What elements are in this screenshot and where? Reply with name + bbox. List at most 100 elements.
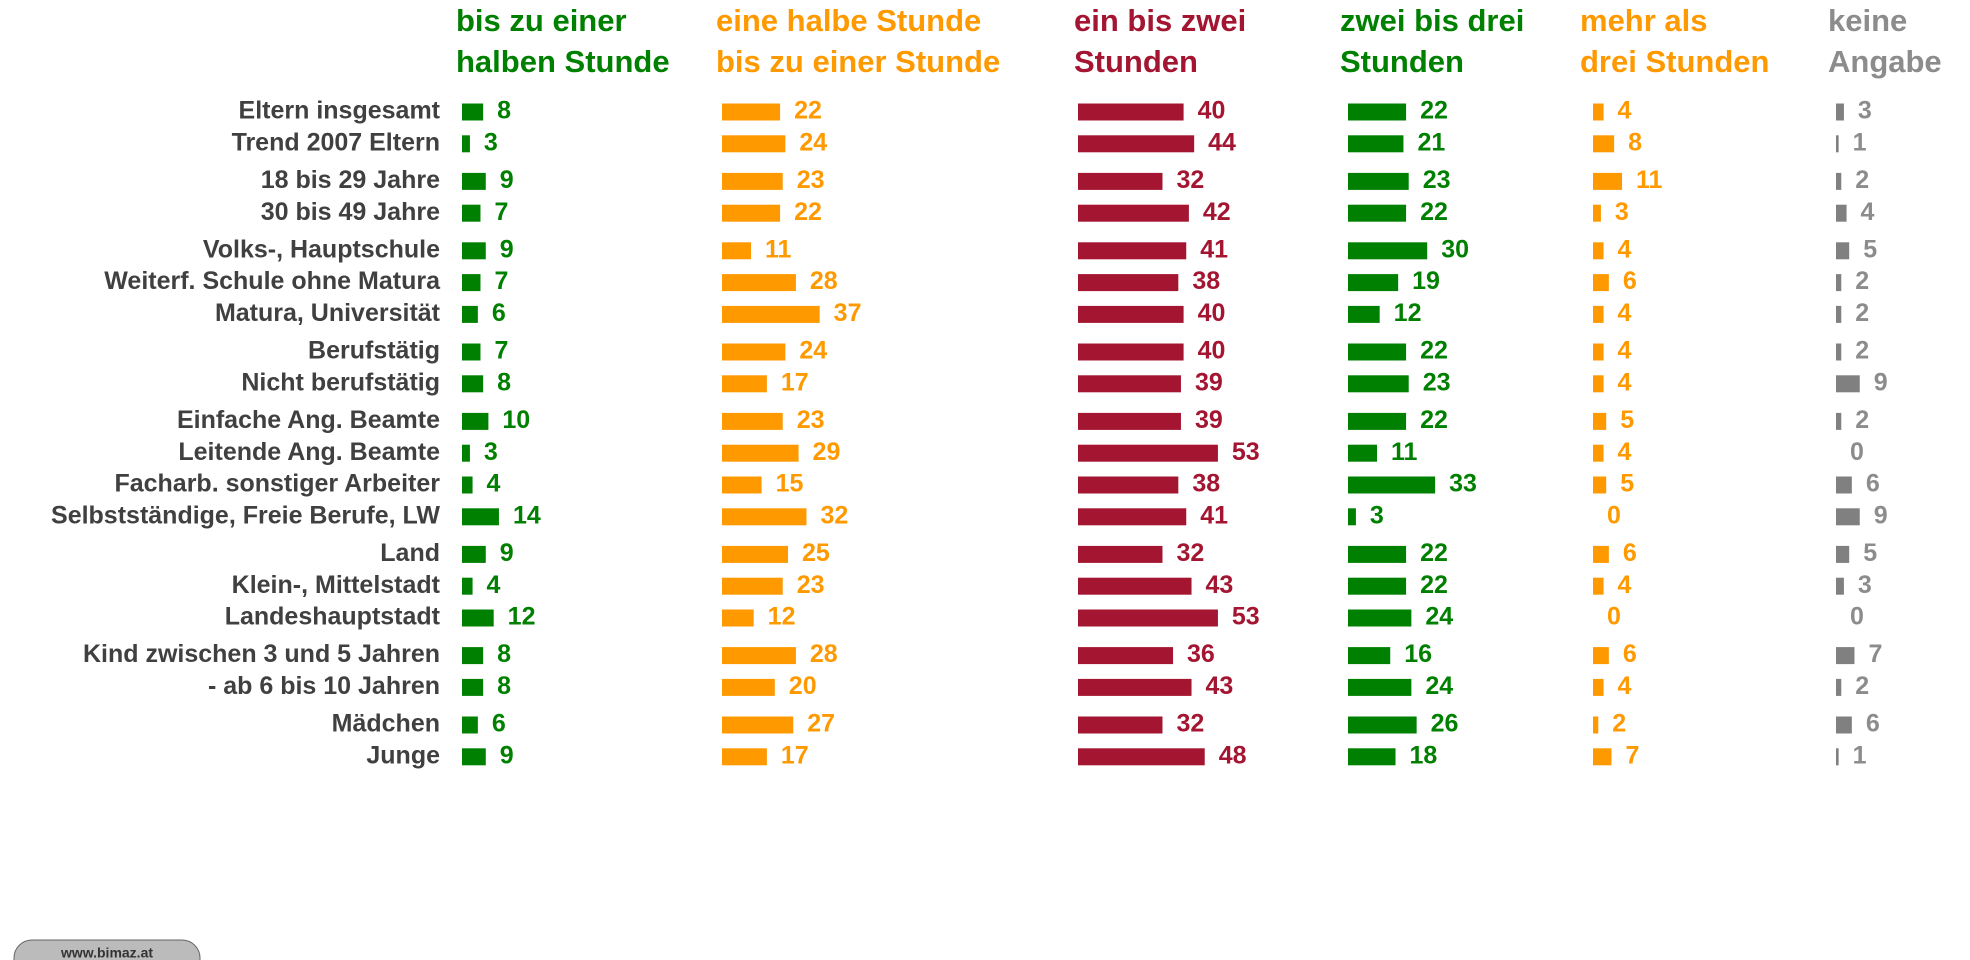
value-label: 28 (810, 267, 838, 295)
bar (1836, 476, 1852, 494)
bar (462, 444, 470, 462)
bar (1078, 305, 1184, 323)
bar (722, 135, 786, 153)
bar (462, 716, 478, 734)
bar (722, 508, 807, 526)
value-label: 32 (820, 501, 848, 529)
bar (1348, 444, 1378, 462)
value-label: 4 (1618, 438, 1632, 466)
bar (722, 172, 783, 190)
value-label: 16 (1404, 640, 1432, 668)
value-label: 6 (1623, 640, 1637, 668)
value-label: 12 (768, 603, 796, 631)
bar (722, 375, 767, 393)
bar (722, 716, 794, 734)
bar (1836, 748, 1839, 766)
value-label: 40 (1198, 337, 1226, 365)
value-label: 32 (1176, 710, 1204, 738)
value-label: 2 (1855, 672, 1869, 700)
value-label: 9 (500, 166, 514, 194)
value-label: 1 (1853, 741, 1867, 769)
value-label: 23 (797, 571, 825, 599)
bar (722, 678, 775, 696)
bar (1593, 103, 1604, 121)
bar (1078, 444, 1218, 462)
value-label: 39 (1195, 368, 1223, 396)
value-label: 0 (1850, 438, 1864, 466)
value-label: 29 (813, 438, 841, 466)
bar (1078, 716, 1163, 734)
value-label: 23 (797, 406, 825, 434)
bar (722, 545, 788, 563)
series-header: mehr als (1580, 3, 1708, 38)
bar (1348, 242, 1428, 260)
value-label: 38 (1192, 267, 1220, 295)
value-label: 4 (1618, 97, 1632, 125)
bar (1078, 103, 1184, 121)
bar (722, 343, 786, 361)
bar (1593, 135, 1615, 153)
value-label: 22 (1420, 198, 1448, 226)
row-label: Land (380, 539, 440, 567)
value-label: 9 (1874, 501, 1888, 529)
bar (1078, 172, 1163, 190)
bar (722, 577, 783, 595)
row-label: Klein-, Mittelstadt (232, 571, 441, 599)
bar (1348, 748, 1396, 766)
bar (1348, 172, 1409, 190)
value-label: 18 (1410, 741, 1438, 769)
bar (1593, 476, 1607, 494)
bar (1593, 204, 1601, 222)
series-header: eine halbe Stunde (716, 3, 981, 38)
bar (1078, 375, 1181, 393)
bar (1078, 678, 1192, 696)
bar (1348, 343, 1407, 361)
bar (1348, 274, 1399, 292)
bar (1348, 204, 1407, 222)
value-label: 41 (1200, 501, 1228, 529)
value-label: 20 (789, 672, 817, 700)
value-label: 5 (1863, 235, 1877, 263)
value-label: 37 (834, 299, 862, 327)
bar (1078, 609, 1218, 627)
bar (1078, 274, 1179, 292)
bar (1078, 545, 1163, 563)
value-label: 2 (1855, 166, 1869, 194)
row-label: - ab 6 bis 10 Jahren (208, 672, 440, 700)
value-label: 24 (799, 128, 827, 156)
value-label: 41 (1200, 235, 1228, 263)
bar (1593, 577, 1604, 595)
value-label: 24 (1425, 672, 1453, 700)
row-label: 30 bis 49 Jahre (261, 198, 440, 226)
value-label: 38 (1192, 470, 1220, 498)
value-label: 19 (1412, 267, 1440, 295)
value-label: 24 (799, 337, 827, 365)
bar (1348, 647, 1391, 665)
value-label: 8 (497, 97, 511, 125)
series-header: Angabe (1828, 44, 1942, 79)
bar (1836, 678, 1842, 696)
bar (1078, 135, 1195, 153)
value-label: 11 (1636, 166, 1663, 194)
value-label: 3 (484, 438, 498, 466)
value-label: 6 (1866, 470, 1880, 498)
value-label: 40 (1198, 97, 1226, 125)
value-label: 12 (1394, 299, 1422, 327)
bar (1078, 647, 1174, 665)
bar (722, 305, 820, 323)
value-label: 2 (1855, 299, 1869, 327)
row-label: Mädchen (332, 710, 440, 738)
bar (1348, 678, 1412, 696)
bar (1593, 172, 1623, 190)
bar (722, 204, 781, 222)
value-label: 22 (1420, 97, 1448, 125)
bar (462, 678, 484, 696)
value-label: 10 (502, 406, 530, 434)
bar (1836, 545, 1850, 563)
value-label: 0 (1850, 603, 1864, 631)
row-label: Landeshauptstadt (225, 603, 441, 631)
value-label: 23 (1423, 368, 1451, 396)
value-label: 9 (1874, 368, 1888, 396)
value-label: 3 (484, 128, 498, 156)
bar (1593, 647, 1609, 665)
